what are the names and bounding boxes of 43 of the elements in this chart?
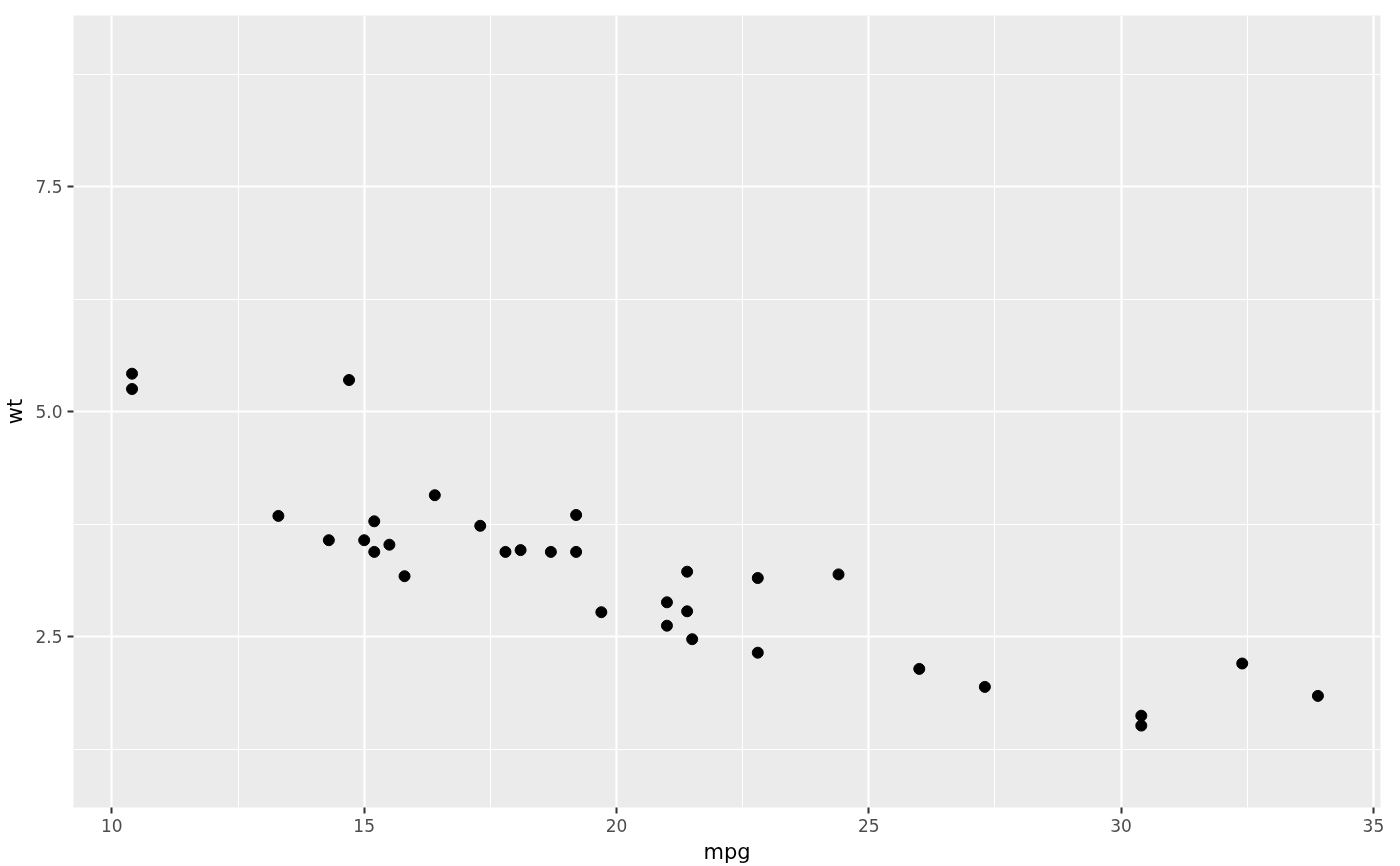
point (1311, 689, 1324, 702)
y-tick-label: 2.5 (35, 627, 63, 647)
point (398, 570, 411, 583)
point (499, 545, 512, 558)
x-tick-label: 25 (857, 815, 880, 836)
y-tick-label: 5.0 (35, 402, 63, 422)
point (383, 538, 396, 551)
point (368, 515, 381, 528)
point (474, 519, 487, 532)
point (570, 509, 583, 521)
point (343, 374, 356, 386)
point (681, 565, 694, 578)
point (272, 509, 285, 522)
point (544, 545, 557, 558)
point (322, 534, 335, 547)
point (358, 534, 371, 547)
x-tick-label: 10 (101, 815, 123, 836)
x-tick-label: 35 (1362, 815, 1385, 836)
x-tick-label: 15 (353, 815, 375, 836)
x-tick-label: 20 (605, 815, 628, 836)
point (595, 606, 608, 619)
point (660, 619, 673, 632)
point (978, 680, 991, 693)
point (913, 662, 926, 675)
x-tick-label: 30 (1110, 815, 1132, 836)
point (570, 545, 583, 558)
point (751, 572, 764, 584)
y-tick-label: 7.5 (35, 177, 63, 197)
point (660, 596, 673, 609)
point (1135, 719, 1148, 732)
point (126, 367, 139, 380)
point (1135, 709, 1148, 722)
point (126, 383, 139, 395)
point (368, 545, 381, 558)
point (686, 633, 699, 646)
point (751, 646, 764, 659)
x-axis-title: mpg (703, 839, 751, 864)
point (1236, 657, 1249, 670)
y-axis-title: wt (3, 398, 28, 425)
point (832, 568, 845, 581)
point (681, 605, 694, 618)
point (514, 544, 527, 557)
point (428, 489, 441, 502)
